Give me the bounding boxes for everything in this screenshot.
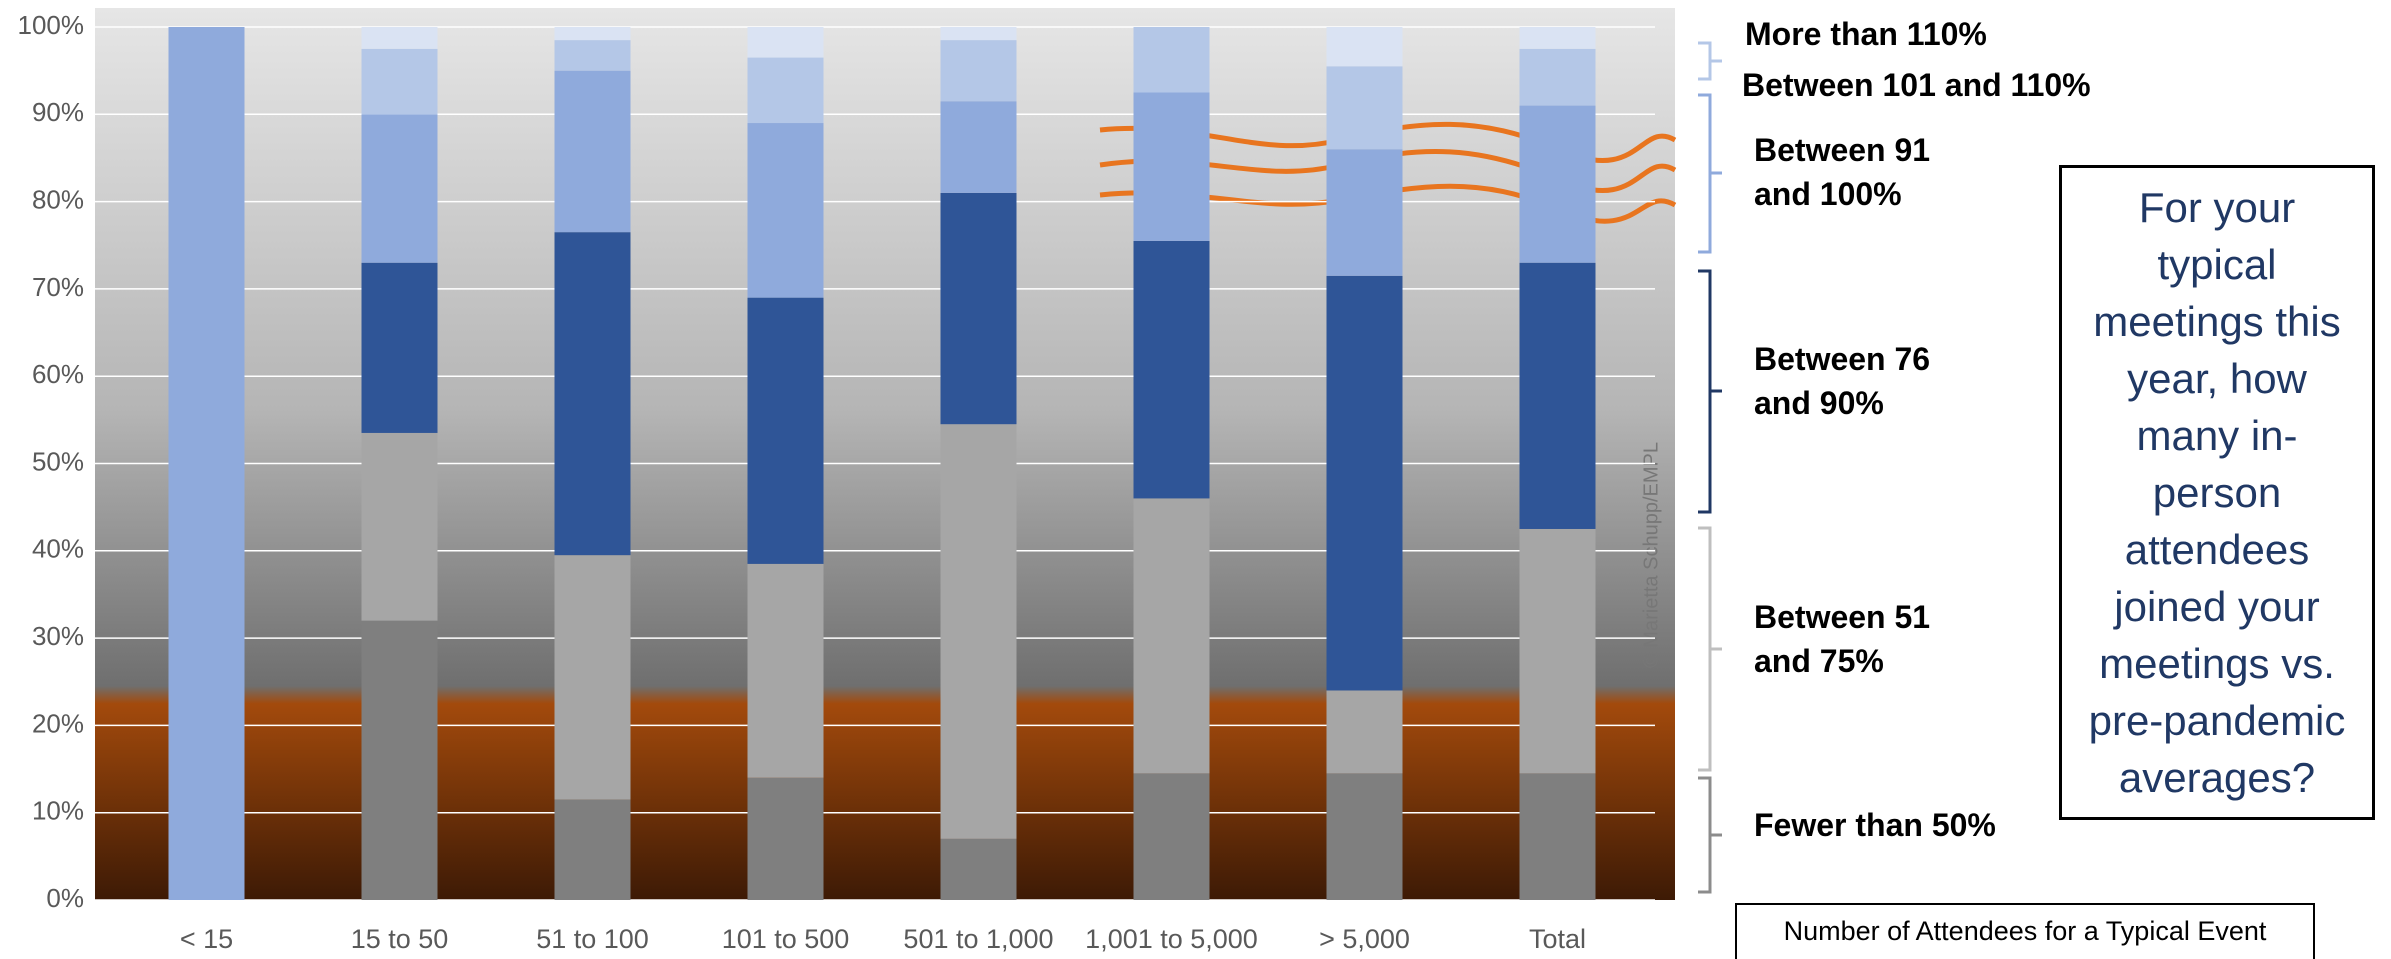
- bar-segment: [940, 27, 1017, 41]
- x-tick-label: > 5,000: [1319, 924, 1410, 954]
- legend-label: More than 110%: [1745, 16, 1987, 52]
- bar-segment: [168, 27, 245, 900]
- bar-segment: [940, 192, 1017, 425]
- bar-segment: [1326, 27, 1403, 67]
- decor-waves: [1099, 121, 1677, 224]
- y-tick-label: 30%: [32, 621, 84, 651]
- legend-braces: [1698, 41, 1722, 894]
- bar-segment: [940, 40, 1017, 102]
- bar-segment: [747, 27, 824, 58]
- bar-segment: [940, 424, 1017, 839]
- question-box: For your typical meetings this year, how…: [2059, 165, 2375, 820]
- legend-label: Between 101 and 110%: [1742, 67, 2091, 103]
- y-tick-label: 80%: [32, 184, 84, 214]
- bar-segment: [361, 432, 438, 621]
- bar-segment: [1326, 690, 1403, 774]
- y-tick-label: 0%: [46, 883, 84, 913]
- bar-segment: [1326, 149, 1403, 276]
- x-tick-label: 15 to 50: [351, 924, 449, 954]
- bar-segment: [1519, 528, 1596, 774]
- bar-segment: [554, 555, 631, 800]
- y-tick-label: 10%: [32, 796, 84, 826]
- bar-segment: [554, 232, 631, 556]
- bar-segment: [1133, 92, 1210, 241]
- legend-label: Fewer than 50%: [1754, 807, 1996, 843]
- y-tick-label: 70%: [32, 272, 84, 302]
- x-tick-label: < 15: [180, 924, 233, 954]
- bar-segment: [361, 262, 438, 433]
- bar-segment: [747, 297, 824, 564]
- bar-segment: [361, 48, 438, 115]
- photo-credit: © Marietta Schupp/EMPL: [1640, 442, 1662, 668]
- x-tick-label: 501 to 1,000: [903, 924, 1053, 954]
- y-tick-label: 40%: [32, 534, 84, 564]
- x-axis-title: Number of Attendees for a Typical Event: [1735, 903, 2315, 959]
- bar-segment: [747, 123, 824, 298]
- bar-segment: [554, 70, 631, 233]
- legend-label: Between 91 and 100%: [1754, 132, 1931, 212]
- background-photo: [95, 8, 1675, 900]
- x-tick-label: Total: [1529, 924, 1586, 954]
- bar-segment: [361, 620, 438, 900]
- bar-segment: [747, 57, 824, 124]
- bar-segment: [1519, 105, 1596, 263]
- bar-segment: [1133, 27, 1210, 93]
- bar-segment: [1326, 275, 1403, 691]
- x-tick-label: 101 to 500: [722, 924, 850, 954]
- bar-segment: [1133, 773, 1210, 900]
- y-tick-label: 100%: [18, 10, 85, 40]
- y-tick-label: 60%: [32, 359, 84, 389]
- bar-segment: [747, 563, 824, 778]
- bar-segment: [361, 114, 438, 263]
- bar-segment: [747, 777, 824, 900]
- x-tick-label: 51 to 100: [536, 924, 649, 954]
- bar-segment: [1326, 66, 1403, 150]
- x-tick-label: 1,001 to 5,000: [1085, 924, 1258, 954]
- bar-segment: [1519, 773, 1596, 900]
- y-tick-label: 90%: [32, 97, 84, 127]
- legend-label: Between 76 and 90%: [1754, 341, 1931, 421]
- bar-segment: [940, 101, 1017, 193]
- bar-segment: [940, 838, 1017, 900]
- bar-segment: [1519, 262, 1596, 529]
- bar-segment: [1326, 773, 1403, 900]
- bar-segment: [1519, 48, 1596, 106]
- bar-segment: [554, 27, 631, 41]
- bar-segment: [1133, 240, 1210, 499]
- legend-label: Between 51 and 75%: [1754, 599, 1931, 679]
- bar-segment: [1519, 27, 1596, 49]
- bar-segment: [1133, 498, 1210, 774]
- bar-segment: [554, 799, 631, 900]
- bar-segment: [361, 27, 438, 49]
- y-tick-label: 50%: [32, 446, 84, 476]
- y-tick-label: 20%: [32, 708, 84, 738]
- bar-segment: [554, 40, 631, 71]
